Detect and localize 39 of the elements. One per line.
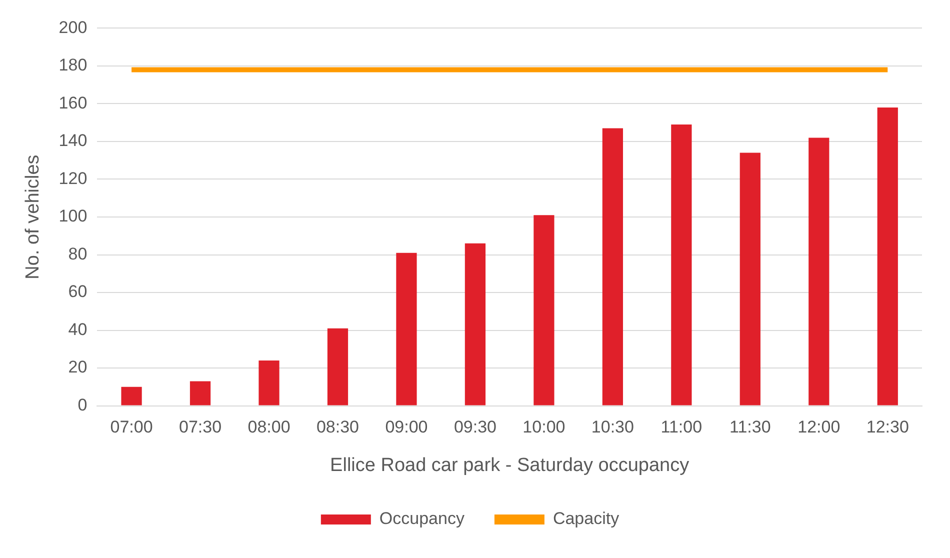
legend-label: Occupancy <box>379 509 465 528</box>
bar <box>464 243 486 406</box>
bar <box>190 381 211 406</box>
bar <box>121 386 142 406</box>
y-tick-label: 140 <box>58 131 88 150</box>
legend-label: Capacity <box>552 509 620 528</box>
y-tick-label: 40 <box>68 320 88 339</box>
bar <box>258 360 280 406</box>
x-tick-label: 10:30 <box>591 418 634 437</box>
x-tick-label: 08:00 <box>248 418 290 437</box>
y-tick-label: 0 <box>78 395 88 414</box>
y-tick-label: 160 <box>58 93 88 112</box>
y-tick-label: 120 <box>58 168 88 188</box>
y-axis-title: No. of vehicles <box>22 154 44 280</box>
bar <box>671 124 692 406</box>
x-axis-title: Ellice Road car park - Saturday occupancy <box>330 454 690 476</box>
y-tick-label: 20 <box>68 358 88 377</box>
x-tick-label: 11:00 <box>660 418 702 437</box>
x-tick-label: 09:30 <box>454 418 496 437</box>
bar <box>534 215 554 406</box>
x-tick-label: 09:00 <box>385 418 428 437</box>
y-tick-label: 60 <box>68 282 88 302</box>
x-tick-label: 08:30 <box>316 418 360 437</box>
x-tick-label: 10:00 <box>522 418 566 437</box>
x-tick-label: 07:00 <box>110 418 153 437</box>
bar <box>327 328 348 406</box>
x-tick-label: 12:00 <box>798 418 840 437</box>
x-tick-label: 12:30 <box>866 418 909 437</box>
y-tick-label: 200 <box>58 18 88 37</box>
bar <box>602 128 623 406</box>
x-tick-label: 11:30 <box>730 418 771 437</box>
y-tick-label: 180 <box>58 56 88 75</box>
bar <box>740 152 760 406</box>
bar <box>877 107 898 406</box>
x-tick-label: 07:30 <box>178 418 222 437</box>
bar <box>396 252 417 406</box>
bar <box>808 138 830 406</box>
y-tick-label: 80 <box>68 244 88 264</box>
y-tick-label: 100 <box>58 206 88 226</box>
